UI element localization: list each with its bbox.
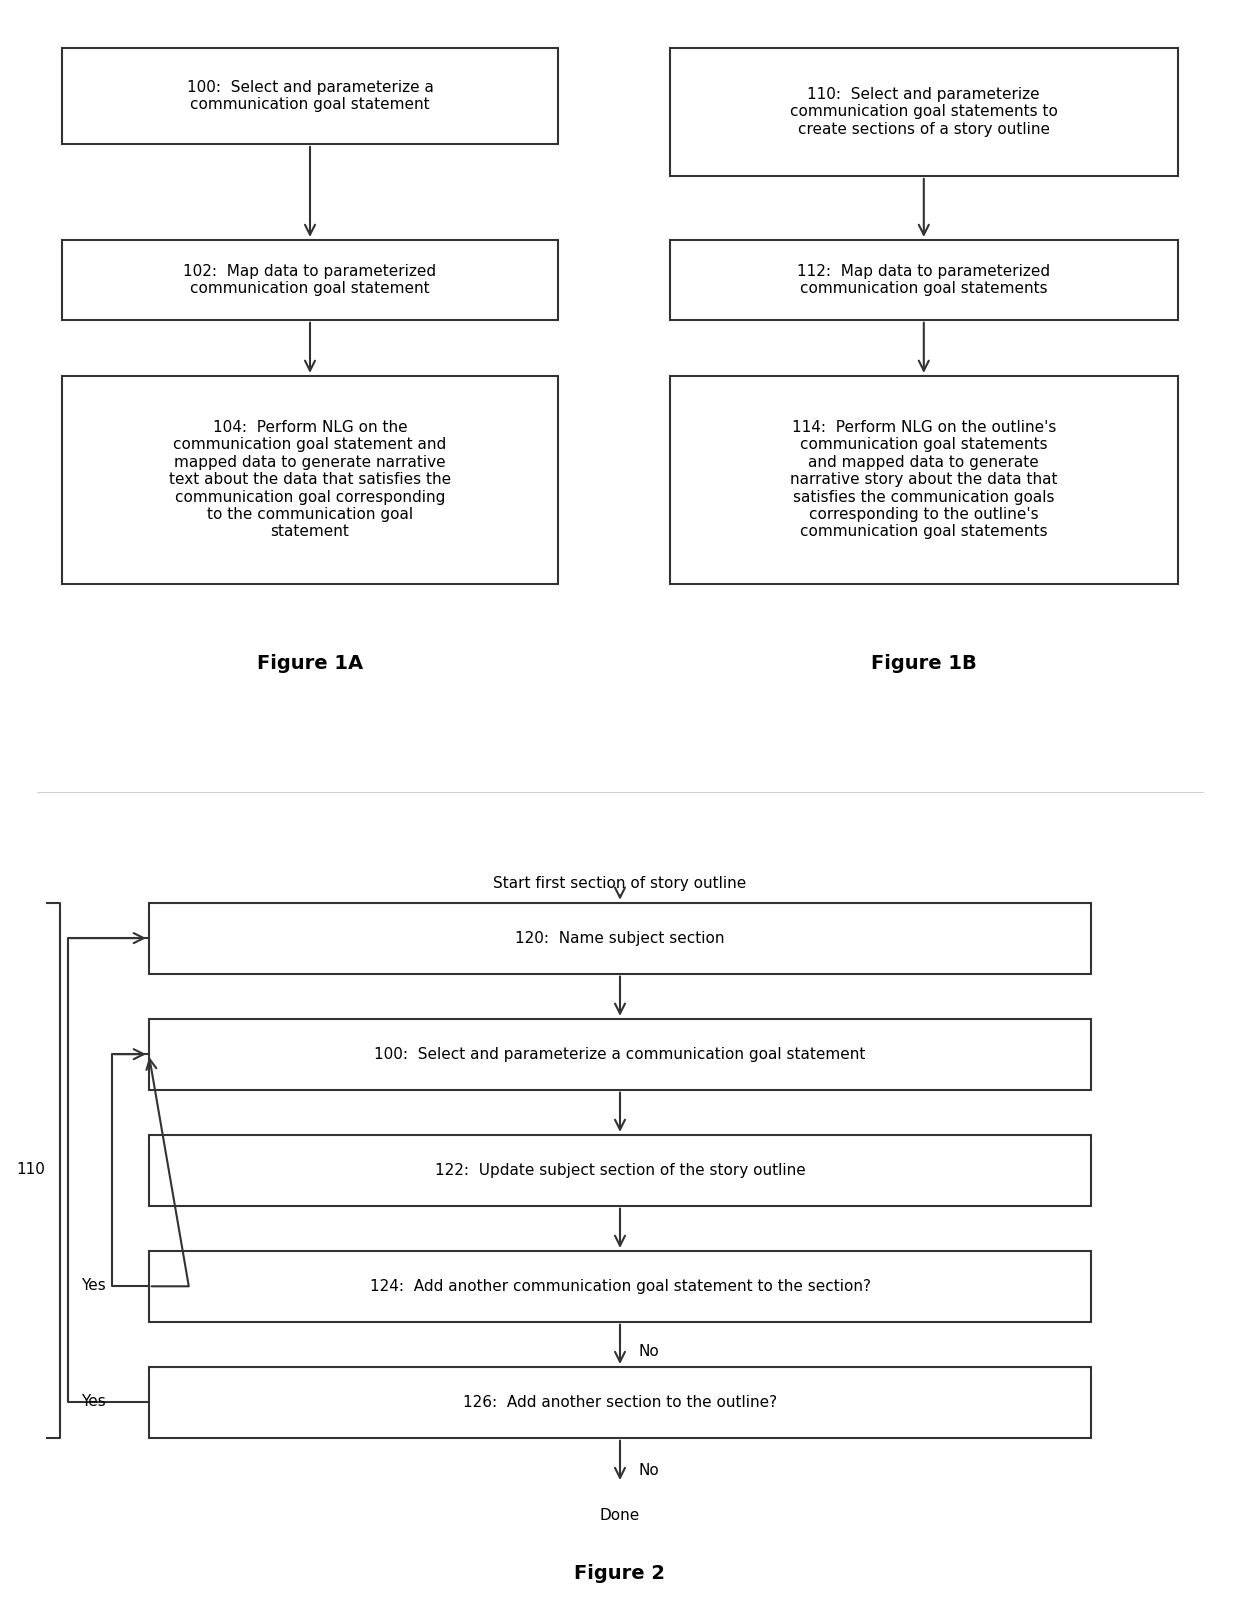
FancyBboxPatch shape <box>149 1019 1091 1089</box>
Text: 114:  Perform NLG on the outline's
communication goal statements
and mapped data: 114: Perform NLG on the outline's commun… <box>790 421 1058 539</box>
Text: Figure 2: Figure 2 <box>574 1564 666 1583</box>
FancyBboxPatch shape <box>149 1135 1091 1206</box>
FancyBboxPatch shape <box>149 903 1091 974</box>
FancyBboxPatch shape <box>670 240 1178 320</box>
Text: 126:  Add another section to the outline?: 126: Add another section to the outline? <box>463 1394 777 1410</box>
FancyBboxPatch shape <box>670 376 1178 584</box>
FancyBboxPatch shape <box>670 48 1178 176</box>
Text: 112:  Map data to parameterized
communication goal statements: 112: Map data to parameterized communica… <box>797 264 1050 296</box>
Text: 110: 110 <box>16 1162 46 1177</box>
Text: 102:  Map data to parameterized
communication goal statement: 102: Map data to parameterized communica… <box>184 264 436 296</box>
Text: 120:  Name subject section: 120: Name subject section <box>516 931 724 945</box>
Text: Yes: Yes <box>81 1394 105 1409</box>
Text: Figure 1B: Figure 1B <box>870 654 977 673</box>
Text: 100:  Select and parameterize a
communication goal statement: 100: Select and parameterize a communica… <box>186 80 434 112</box>
Text: 110:  Select and parameterize
communication goal statements to
create sections o: 110: Select and parameterize communicati… <box>790 86 1058 138</box>
Text: Figure 1A: Figure 1A <box>257 654 363 673</box>
FancyBboxPatch shape <box>62 240 558 320</box>
Text: Done: Done <box>600 1508 640 1522</box>
Text: 104:  Perform NLG on the
communication goal statement and
mapped data to generat: 104: Perform NLG on the communication go… <box>169 421 451 539</box>
FancyBboxPatch shape <box>149 1250 1091 1322</box>
Text: 100:  Select and parameterize a communication goal statement: 100: Select and parameterize a communica… <box>374 1047 866 1062</box>
FancyBboxPatch shape <box>62 48 558 144</box>
Text: No: No <box>639 1463 660 1477</box>
Text: 124:  Add another communication goal statement to the section?: 124: Add another communication goal stat… <box>370 1279 870 1294</box>
Text: 122:  Update subject section of the story outline: 122: Update subject section of the story… <box>435 1162 805 1178</box>
FancyBboxPatch shape <box>149 1367 1091 1438</box>
FancyBboxPatch shape <box>62 376 558 584</box>
Text: Yes: Yes <box>81 1278 105 1294</box>
Text: Start first section of story outline: Start first section of story outline <box>494 876 746 891</box>
Text: No: No <box>639 1343 660 1359</box>
